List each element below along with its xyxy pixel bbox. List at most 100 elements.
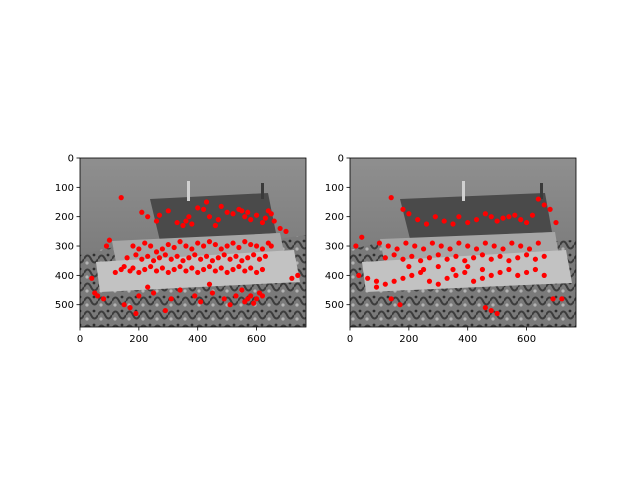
left-point [133, 310, 139, 317]
right-point [429, 240, 435, 246]
right-point [423, 221, 430, 227]
right-point [532, 256, 538, 262]
right-point [450, 221, 456, 227]
left-point [127, 305, 133, 311]
left-point [245, 255, 251, 261]
left-point [248, 217, 254, 223]
right-house-roof [400, 193, 552, 239]
right-x-ticks: 0 200 400 600 [347, 327, 536, 345]
left-point [171, 266, 177, 273]
right-point [541, 272, 547, 278]
left-point [227, 302, 233, 308]
left-y-tick-label: 0 [68, 154, 74, 165]
right-point [523, 269, 530, 276]
left-point [259, 266, 266, 273]
right-point [426, 278, 433, 284]
right-x-tick-label: 200 [399, 334, 418, 345]
left-point [259, 219, 266, 226]
right-point [426, 255, 433, 261]
left-point [200, 206, 207, 212]
right-point [479, 266, 486, 273]
left-point [212, 222, 218, 229]
right-point [506, 214, 512, 220]
left-point [124, 255, 130, 261]
right-point [491, 243, 497, 249]
left-point [121, 263, 127, 270]
left-point [156, 255, 163, 261]
left-point [239, 208, 245, 214]
right-point [394, 246, 400, 252]
left-point [209, 290, 216, 296]
left-point [277, 225, 283, 232]
right-point [391, 252, 397, 258]
left-point [162, 252, 168, 258]
left-point [150, 290, 157, 296]
right-point [532, 266, 538, 273]
left-point [206, 281, 213, 287]
left-y-tick-label: 300 [55, 242, 74, 253]
left-point [262, 253, 268, 259]
right-point [515, 272, 521, 278]
right-point [523, 252, 530, 258]
left-point [180, 222, 186, 229]
right-point [529, 212, 536, 218]
left-y-tick-label: 100 [55, 183, 74, 194]
right-y-tick-label: 100 [325, 183, 344, 194]
left-point [103, 243, 110, 249]
left-point [171, 244, 177, 251]
left-point [242, 268, 248, 274]
right-point [526, 246, 533, 252]
left-point [248, 293, 254, 299]
right-point [512, 212, 518, 218]
left-point [221, 296, 227, 302]
left-point [262, 215, 268, 221]
left-point [165, 208, 171, 214]
right-point [515, 255, 521, 261]
left-x-tick-label: 600 [247, 334, 266, 345]
left-point [198, 299, 204, 305]
right-point [453, 253, 459, 259]
left-point [118, 195, 124, 201]
left-point [230, 266, 236, 273]
left-point [212, 268, 218, 274]
left-photo [80, 158, 306, 327]
left-point [218, 246, 224, 252]
left-point [203, 199, 210, 205]
left-panel: 0 200 400 600 0 100 200 300 400 500 [55, 154, 307, 345]
right-point [473, 246, 480, 252]
left-point [139, 256, 145, 262]
left-feature-points [89, 195, 301, 317]
right-point [470, 255, 477, 261]
right-point [435, 263, 441, 270]
left-x-ticks: 0 200 400 600 [77, 327, 266, 345]
right-point [418, 258, 424, 264]
left-point [189, 221, 195, 227]
left-point [189, 265, 195, 271]
left-point [136, 246, 142, 252]
left-point [253, 212, 260, 218]
left-point [168, 256, 174, 262]
left-point [230, 240, 236, 246]
left-point [248, 265, 254, 271]
right-y-ticks: 0 100 200 300 400 500 [325, 154, 350, 311]
left-y-tick-label: 200 [55, 212, 74, 223]
left-point [236, 244, 242, 251]
left-point [242, 239, 248, 245]
left-point [224, 269, 230, 276]
right-point [382, 255, 388, 261]
right-point [353, 243, 359, 249]
left-point [183, 218, 189, 224]
left-point [174, 253, 180, 259]
left-point [206, 263, 213, 270]
left-point [200, 266, 207, 273]
right-point [403, 240, 409, 246]
right-point [482, 305, 488, 311]
right-point [518, 217, 524, 223]
right-point [518, 243, 524, 249]
right-point [359, 234, 365, 240]
right-point [488, 214, 494, 220]
right-point [550, 296, 556, 302]
left-point [183, 268, 189, 274]
left-point [203, 253, 210, 259]
